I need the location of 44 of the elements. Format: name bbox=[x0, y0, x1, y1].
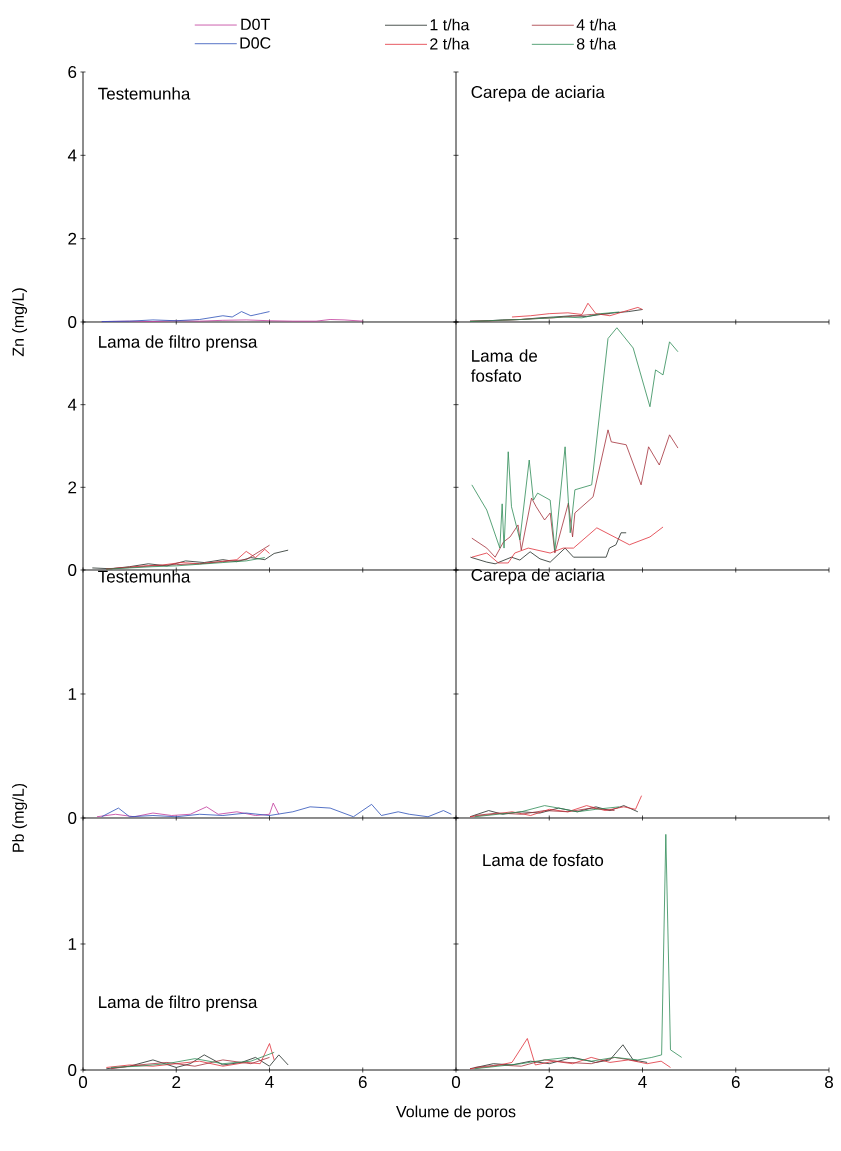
legend-label: D0T bbox=[241, 18, 270, 31]
x-tick-label: 4 bbox=[638, 1076, 647, 1088]
x-tick-label: 8 bbox=[825, 1076, 833, 1089]
legend-label: 4 t/ha bbox=[576, 18, 617, 31]
x-axis-title: Volume de poros bbox=[396, 1105, 516, 1121]
text: Lama de filtro prensa bbox=[99, 335, 258, 352]
line-series bbox=[101, 311, 270, 322]
y-axis-title: Pb (mg/L) bbox=[12, 783, 28, 852]
y-tick-label: 1 bbox=[68, 938, 77, 950]
text: Carepa de aciaria bbox=[471, 85, 605, 102]
x-tick-label: 2 bbox=[172, 1076, 181, 1088]
legend-label: 1 t/ha bbox=[430, 18, 470, 31]
y-tick-label: 0 bbox=[68, 315, 77, 329]
y-tick-label: 0 bbox=[68, 811, 77, 825]
legend-label: 2 t/ha bbox=[430, 37, 470, 50]
y-tick-label: 1 bbox=[68, 688, 77, 700]
text: Lama de filtro prensa bbox=[99, 995, 258, 1012]
x-tick-label: 6 bbox=[731, 1076, 740, 1089]
line-series bbox=[101, 803, 452, 818]
x-tick-label: 6 bbox=[358, 1076, 367, 1089]
x-tick-label: 0 bbox=[451, 1076, 461, 1089]
chart-title: Carepa de aciaria bbox=[471, 568, 605, 585]
y-tick-label: 2 bbox=[68, 232, 77, 245]
y-tick-label: 4 bbox=[67, 149, 77, 162]
text: Lama de fosfato bbox=[470, 349, 538, 382]
legend-label: 8 t/ha bbox=[576, 37, 617, 50]
x-tick-label: 2 bbox=[545, 1076, 554, 1088]
y-tick-label: 4 bbox=[67, 398, 77, 411]
x-tick-label: 0 bbox=[78, 1076, 88, 1089]
line-series bbox=[105, 1043, 275, 1068]
line-series bbox=[110, 1051, 275, 1068]
y-tick-label: 0 bbox=[68, 1063, 77, 1077]
chart-title: Testemunha bbox=[98, 570, 191, 583]
text: Testemunha bbox=[98, 87, 191, 100]
text: Lama de fosfato bbox=[483, 853, 604, 867]
x-tick-label: 4 bbox=[265, 1076, 274, 1088]
line-series bbox=[96, 802, 280, 818]
y-axis-title: Zn (mg/L) bbox=[12, 288, 28, 357]
y-tick-label: 2 bbox=[68, 481, 77, 494]
legend-label: D0C bbox=[240, 37, 271, 49]
y-tick-label: 6 bbox=[68, 65, 77, 79]
line-series bbox=[105, 557, 266, 570]
y-tick-label: 0 bbox=[68, 563, 77, 577]
line-series bbox=[110, 1057, 270, 1070]
